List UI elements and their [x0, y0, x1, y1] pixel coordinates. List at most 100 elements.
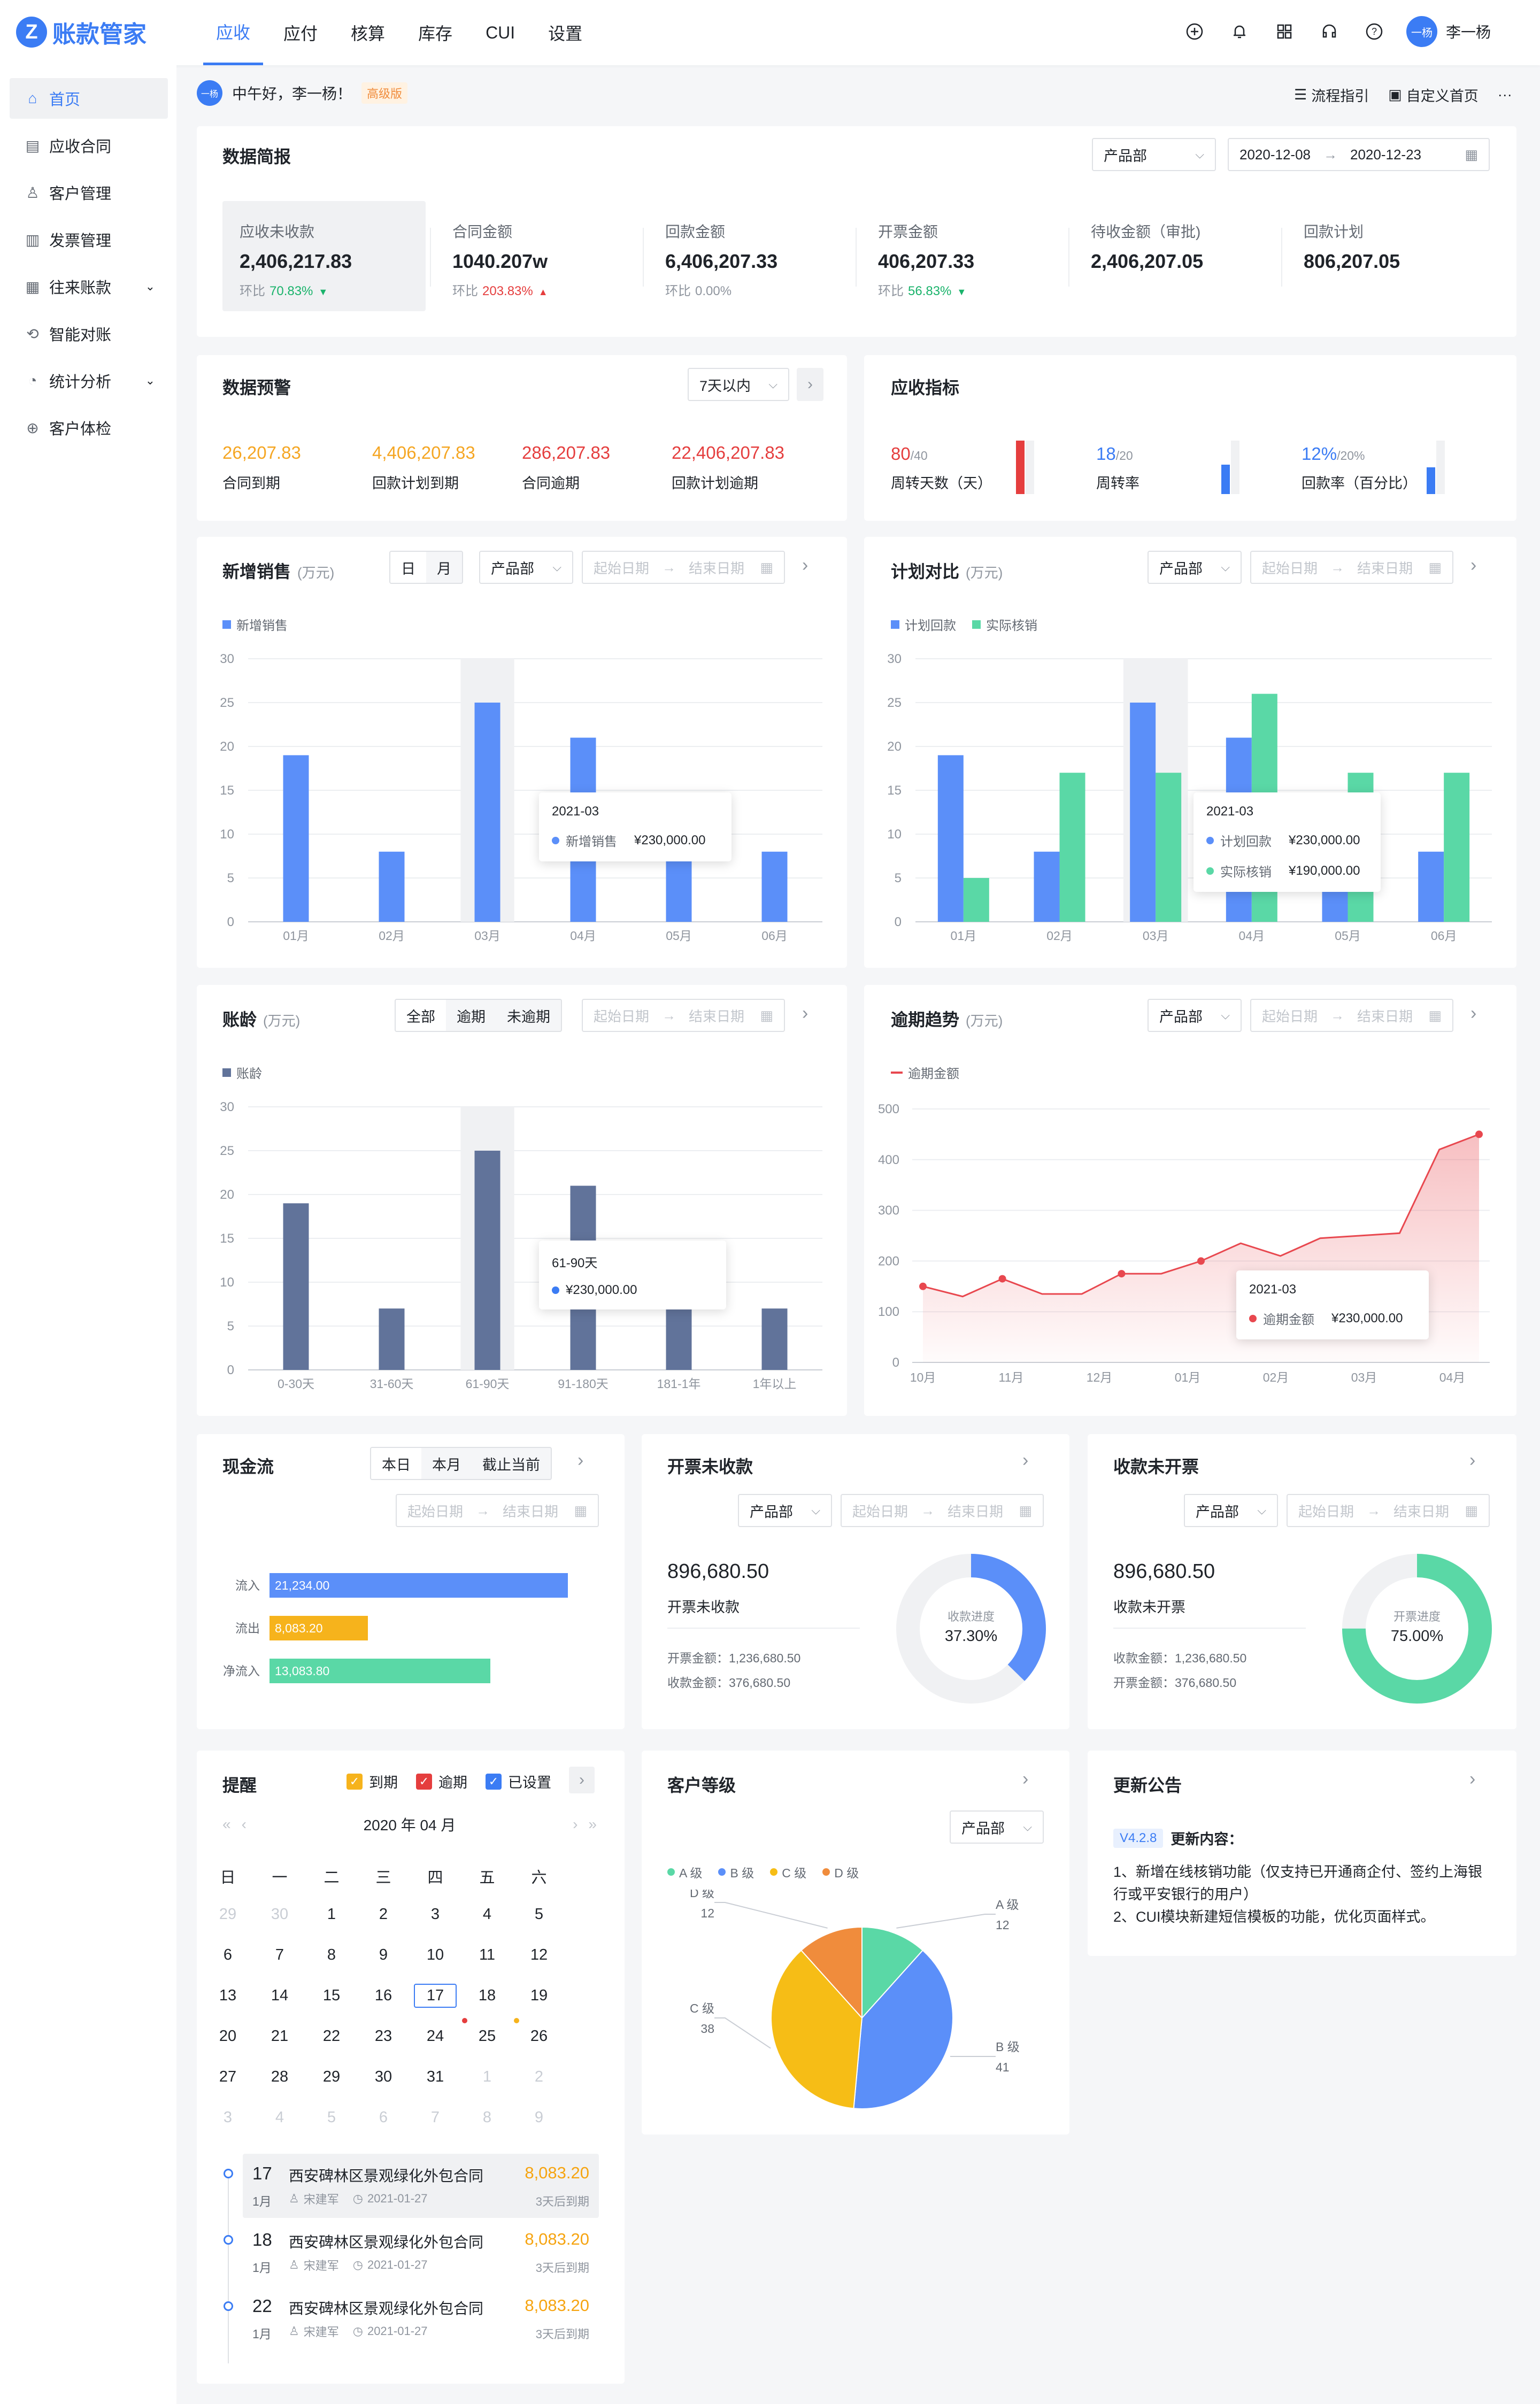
bar[interactable] — [937, 755, 964, 922]
calendar-day[interactable]: 18 — [478, 1987, 496, 2004]
calendar-day[interactable]: 6 — [379, 2109, 388, 2126]
calendar-day[interactable]: 1 — [327, 1906, 336, 1923]
reminder-next-button[interactable]: › — [569, 1767, 595, 1793]
legend-item[interactable]: B 级 — [718, 1863, 754, 1881]
calendar-day[interactable]: 1 — [482, 2068, 492, 2085]
sidebar-item-0[interactable]: ⌂ 首页 — [10, 78, 168, 119]
data-point[interactable] — [1118, 1270, 1126, 1278]
tab-1[interactable]: 应付 — [283, 24, 318, 43]
bar[interactable] — [1059, 773, 1085, 922]
chevron-right-icon[interactable]: › — [1022, 1450, 1029, 1470]
sidebar-item-3[interactable]: ▥ 发票管理 — [10, 219, 168, 260]
chevron-right-icon[interactable]: › — [802, 555, 808, 575]
calendar-day[interactable]: 25 — [478, 2028, 496, 2045]
bar[interactable] — [666, 851, 692, 922]
calendar-day[interactable]: 28 — [271, 2068, 289, 2085]
calendar-day[interactable]: 19 — [530, 1987, 548, 2004]
next-year-icon[interactable]: » — [588, 1816, 597, 1832]
chevron-right-icon[interactable]: › — [1469, 1450, 1476, 1470]
calendar-day[interactable]: 13 — [219, 1987, 237, 2004]
data-point[interactable] — [1197, 1257, 1205, 1265]
kpi-4[interactable]: 待收金额（审批) 2,406,207.05 — [1074, 201, 1277, 311]
kpi-2[interactable]: 回款金额 6,406,207.33 环比 0.00% — [648, 201, 851, 311]
calendar-day[interactable]: 12 — [530, 1946, 548, 1963]
chevron-right-icon[interactable]: › — [802, 1003, 808, 1023]
bar[interactable] — [963, 878, 989, 922]
legend-item[interactable]: C 级 — [770, 1863, 806, 1881]
range-select[interactable]: 7天以内 ⌵ — [688, 368, 789, 401]
warning-value[interactable]: 22,406,207.83 — [672, 443, 785, 463]
kpi-3[interactable]: 开票金额 406,207.33 环比 56.83% ▼ — [861, 201, 1064, 311]
guide-link[interactable]: ☰ 流程指引 — [1294, 84, 1369, 105]
calendar-day[interactable]: 2 — [534, 2068, 544, 2085]
chevron-right-icon[interactable]: › — [1470, 555, 1477, 575]
calendar-day[interactable]: 17 — [414, 1984, 457, 2008]
overdue-date-range[interactable]: 起始日期 → 结束日期 ▦ — [1250, 999, 1453, 1032]
kpi-0[interactable]: 应收未收款 2,406,217.83 环比 70.83% ▼ — [222, 201, 426, 311]
overdue-dept-select[interactable]: 产品部 ⌵ — [1148, 999, 1242, 1032]
cashflow-bar[interactable]: 21,234.00 — [270, 1573, 568, 1598]
calendar-day[interactable]: 23 — [374, 2028, 392, 2045]
calendar-day[interactable]: 22 — [322, 2028, 341, 2045]
calendar-day[interactable]: 9 — [534, 2109, 544, 2126]
calendar-day[interactable]: 3 — [430, 1906, 440, 1923]
logo[interactable]: Z 账款管家 — [16, 15, 147, 49]
data-point[interactable] — [998, 1275, 1006, 1283]
sidebar-item-6[interactable]: ◔ 统计分析 ⌄ — [10, 360, 168, 401]
plan-dept-select[interactable]: 产品部 ⌵ — [1148, 551, 1242, 584]
sidebar-item-7[interactable]: ⊕ 客户体检 — [10, 407, 168, 448]
tab-5[interactable]: 设置 — [548, 24, 583, 43]
bar[interactable] — [379, 1308, 405, 1370]
warning-value[interactable]: 4,406,207.83 — [372, 443, 475, 463]
calendar-day[interactable]: 11 — [479, 1946, 496, 1963]
seg-all[interactable]: 全部 — [396, 1000, 446, 1031]
bar[interactable] — [761, 1308, 788, 1370]
bar[interactable] — [1034, 851, 1060, 922]
sales-date-range[interactable]: 起始日期 → 结束日期 ▦ — [582, 551, 785, 584]
calendar-day[interactable]: 7 — [430, 2109, 440, 2126]
user-menu[interactable]: 一杨 李一杨 — [1406, 16, 1491, 47]
cashflow-bar[interactable]: 8,083.20 — [270, 1616, 368, 1640]
calendar-day[interactable]: 8 — [482, 2109, 492, 2126]
checkbox-set[interactable]: ✓ — [486, 1773, 502, 1790]
aging-date-range[interactable]: 起始日期 → 结束日期 ▦ — [582, 999, 785, 1032]
calendar-day[interactable]: 10 — [426, 1946, 444, 1963]
cashflow-bar[interactable]: 13,083.80 — [270, 1659, 490, 1683]
paid-date-range[interactable]: 起始日期 → 结束日期 ▦ — [1287, 1494, 1490, 1527]
sidebar-item-4[interactable]: ▦ 往来账款 ⌄ — [10, 266, 168, 307]
calendar-day[interactable]: 6 — [223, 1946, 233, 1963]
bar[interactable] — [1156, 773, 1182, 922]
kpi-5[interactable]: 回款计划 806,207.05 — [1287, 201, 1490, 311]
invoice-date-range[interactable]: 起始日期 → 结束日期 ▦ — [841, 1494, 1044, 1527]
seg-month[interactable]: 本月 — [432, 1457, 461, 1473]
legend-item[interactable]: D 级 — [822, 1863, 859, 1881]
data-point[interactable] — [919, 1282, 927, 1290]
calendar-day[interactable]: 9 — [379, 1946, 388, 1963]
invoice-dept-select[interactable]: 产品部 ⌵ — [738, 1494, 832, 1527]
date-range[interactable]: 2020-12-08 → 2020-12-23 ▦ — [1228, 138, 1490, 171]
seg-to-date[interactable]: 截止当前 — [482, 1457, 540, 1473]
calendar-day[interactable]: 31 — [426, 2068, 444, 2085]
bell-icon[interactable] — [1227, 19, 1252, 44]
tab-0[interactable]: 应收 — [203, 0, 264, 65]
chevron-right-icon[interactable]: › — [1470, 1003, 1477, 1023]
pie-slice[interactable] — [800, 1926, 863, 2020]
seg-day[interactable]: 日 — [390, 552, 426, 583]
seg-overdue[interactable]: 逾期 — [457, 1008, 486, 1025]
bar[interactable] — [283, 755, 309, 922]
reminder-event[interactable]: 17 1月 西安碑林区景观绿化外包合同 ♙ 宋建军 ◷ 2021-01-27 8,083.20… — [243, 2154, 599, 2218]
calendar-day[interactable]: 29 — [219, 1906, 237, 1923]
apps-icon[interactable] — [1272, 19, 1297, 44]
bar[interactable] — [1444, 773, 1470, 922]
add-icon[interactable] — [1182, 19, 1207, 44]
warning-value[interactable]: 26,207.83 — [222, 443, 301, 463]
plan-date-range[interactable]: 起始日期 → 结束日期 ▦ — [1250, 551, 1453, 584]
bar[interactable] — [379, 851, 405, 922]
calendar-day[interactable]: 30 — [271, 1906, 289, 1923]
calendar-day[interactable]: 30 — [374, 2068, 392, 2085]
more-icon[interactable]: ··· — [1497, 87, 1512, 103]
sidebar-item-5[interactable]: ⟲ 智能对账 — [10, 313, 168, 354]
chevron-right-icon[interactable]: › — [578, 1450, 584, 1470]
calendar-day[interactable]: 16 — [374, 1987, 392, 2004]
seg-today[interactable]: 本日 — [371, 1448, 421, 1479]
